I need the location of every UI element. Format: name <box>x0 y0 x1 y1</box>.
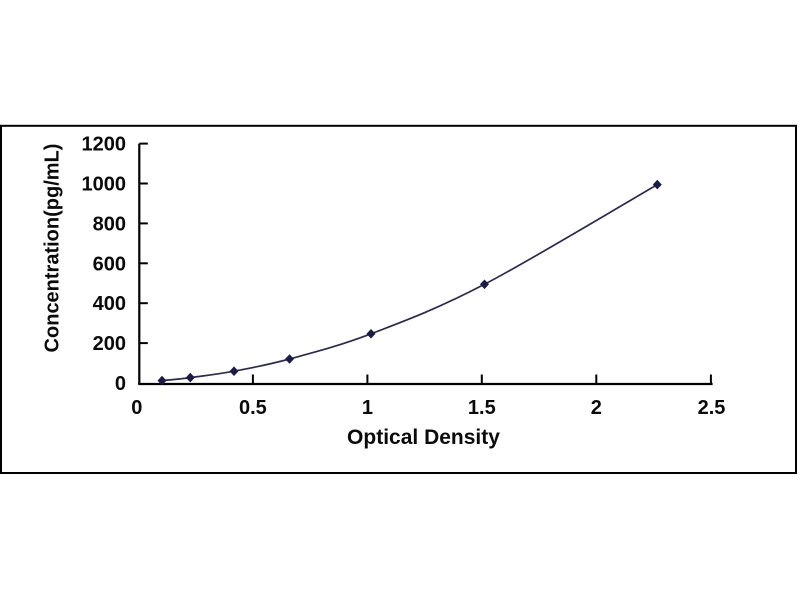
svg-text:1200: 1200 <box>82 134 127 156</box>
svg-text:0: 0 <box>115 373 126 395</box>
svg-text:Optical Density: Optical Density <box>347 426 500 449</box>
svg-text:1.5: 1.5 <box>468 397 496 419</box>
svg-text:1: 1 <box>362 397 373 419</box>
svg-text:0.5: 0.5 <box>239 397 267 419</box>
svg-text:200: 200 <box>93 333 126 355</box>
svg-text:400: 400 <box>93 293 126 315</box>
svg-text:1000: 1000 <box>82 174 127 196</box>
svg-text:Concentration(pg/mL): Concentration(pg/mL) <box>42 144 64 353</box>
svg-text:600: 600 <box>93 253 126 275</box>
svg-text:800: 800 <box>93 213 126 235</box>
svg-text:0: 0 <box>131 397 142 419</box>
svg-text:2.5: 2.5 <box>698 397 726 419</box>
svg-text:2: 2 <box>591 397 602 419</box>
